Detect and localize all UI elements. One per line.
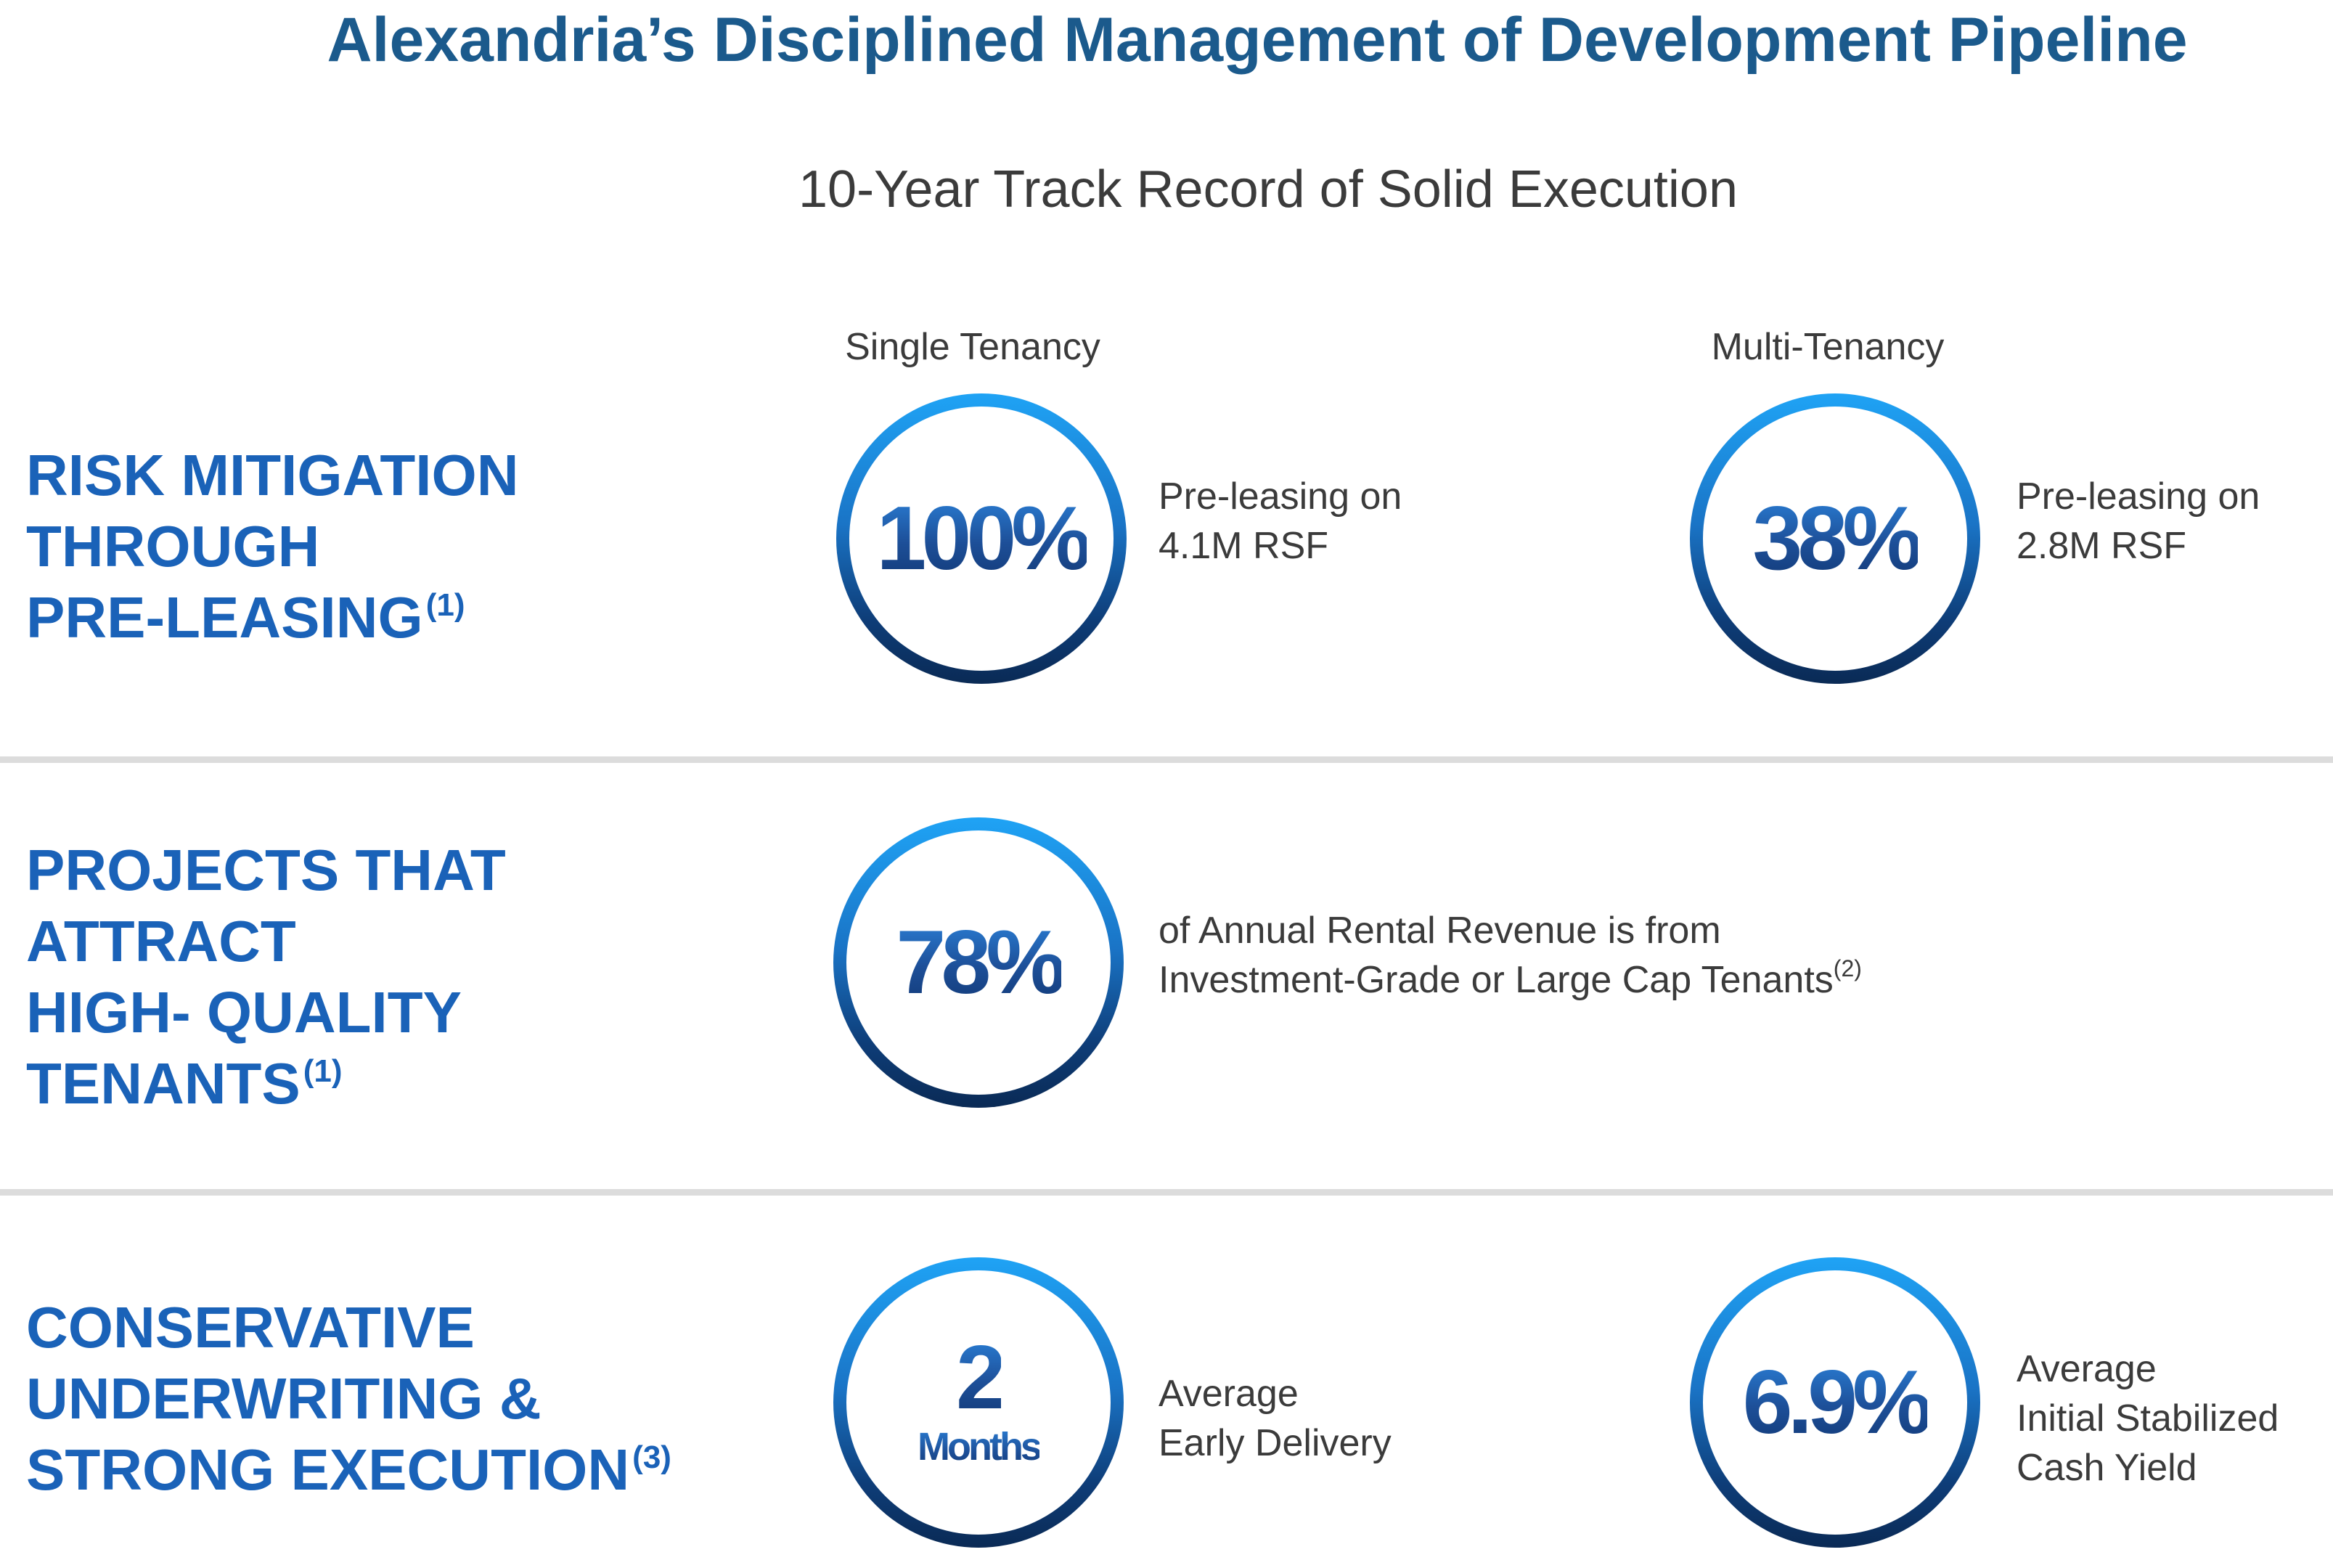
desc-line: 4.1M RSF xyxy=(1159,525,1329,567)
desc-line: Average xyxy=(2017,1348,2157,1390)
footnote-marker: (1) xyxy=(303,1053,343,1089)
stat-value: 38% xyxy=(1752,489,1922,589)
section-heading-conservative-underwriting: CONSERVATIVE UNDERWRITING & STRONG EXECU… xyxy=(26,1292,671,1506)
page-title: Alexandria’s Disciplined Management of D… xyxy=(327,5,2188,75)
stat-value: 78% xyxy=(896,912,1066,1013)
section-divider xyxy=(0,1189,2333,1196)
heading-line: PRE-LEASING xyxy=(26,585,423,650)
stat-ring-cash-yield: 6.9% xyxy=(1690,1257,1980,1548)
desc-line: 2.8M RSF xyxy=(2017,525,2187,567)
stat-description: Average Early Delivery xyxy=(1159,1369,1392,1468)
column-header-single-tenancy: Single Tenancy xyxy=(845,326,1100,368)
desc-line: Average xyxy=(1159,1373,1299,1415)
stat-ring-investment-grade-revenue: 78% xyxy=(833,817,1124,1108)
desc-line: Pre-leasing on xyxy=(1159,475,1402,518)
stat-value: 2 xyxy=(956,1328,1006,1429)
stat-ring-single-tenancy-preleasing: 100% xyxy=(836,393,1127,684)
stat-value: 6.9% xyxy=(1742,1352,1933,1453)
stat-value: 100% xyxy=(876,489,1091,589)
heading-line: STRONG EXECUTION xyxy=(26,1437,630,1502)
page-subtitle: 10-Year Track Record of Solid Execution xyxy=(798,160,1738,219)
section-divider xyxy=(0,756,2333,763)
section-heading-risk-mitigation: RISK MITIGATION THROUGH PRE-LEASING(1) xyxy=(26,440,518,653)
stat-ring-early-delivery: 2 Months xyxy=(833,1257,1124,1548)
footnote-marker: (1) xyxy=(425,587,465,623)
footnote-marker: (2) xyxy=(1833,955,1862,981)
stat-unit: Months xyxy=(918,1425,1042,1469)
desc-line: of Annual Rental Revenue is from xyxy=(1159,910,1721,952)
stat-description: Pre-leasing on 4.1M RSF xyxy=(1159,472,1402,571)
desc-line: Pre-leasing on xyxy=(2017,475,2260,518)
desc-line: Initial Stabilized xyxy=(2017,1397,2279,1440)
heading-line: ATTRACT xyxy=(26,909,296,973)
column-header-multi-tenancy: Multi-Tenancy xyxy=(1711,326,1945,368)
desc-line: Cash Yield xyxy=(2017,1447,2197,1489)
stat-ring-multi-tenancy-preleasing: 38% xyxy=(1690,393,1980,684)
footnote-marker: (3) xyxy=(632,1440,671,1475)
section-heading-high-quality-tenants: PROJECTS THAT ATTRACT HIGH- QUALITY TENA… xyxy=(26,835,506,1119)
desc-line: Early Delivery xyxy=(1159,1422,1392,1464)
stat-description: of Annual Rental Revenue is from Investm… xyxy=(1159,906,1862,1005)
heading-line: TENANTS xyxy=(26,1051,301,1116)
stat-description: Pre-leasing on 2.8M RSF xyxy=(2017,472,2260,571)
heading-line: HIGH- QUALITY xyxy=(26,980,462,1045)
heading-line: UNDERWRITING & xyxy=(26,1366,542,1431)
heading-line: THROUGH xyxy=(26,514,320,579)
heading-line: CONSERVATIVE xyxy=(26,1295,475,1360)
heading-line: RISK MITIGATION xyxy=(26,443,519,507)
desc-line: Investment-Grade or Large Cap Tenants xyxy=(1159,959,1834,1001)
stat-description: Average Initial Stabilized Cash Yield xyxy=(2017,1344,2279,1493)
heading-line: PROJECTS THAT xyxy=(26,838,506,902)
